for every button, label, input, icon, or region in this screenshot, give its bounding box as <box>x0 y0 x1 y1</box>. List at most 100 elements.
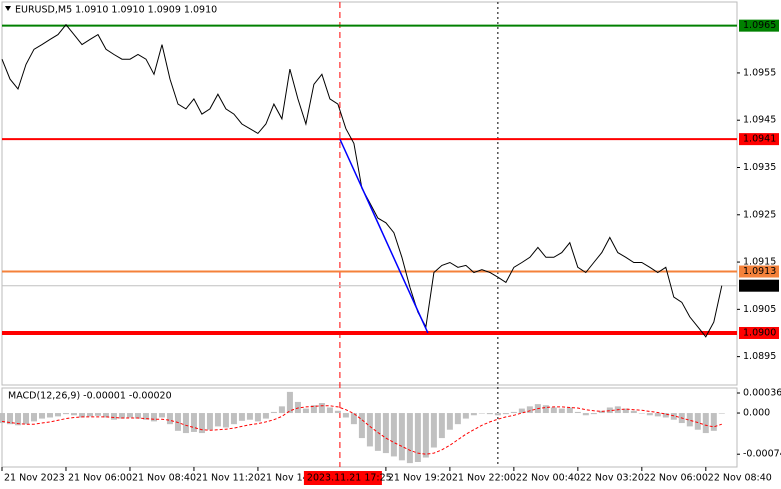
level-label-box <box>739 326 779 339</box>
macd-bar <box>510 411 517 414</box>
macd-bar <box>366 413 373 447</box>
level-label-box <box>739 265 779 278</box>
macd-bar <box>102 413 109 418</box>
level-label-box <box>739 19 779 32</box>
macd-bar <box>310 405 317 414</box>
macd-bar <box>270 411 277 414</box>
level-label-box <box>739 279 779 292</box>
x-tick-label: 21 Nov 06:00 <box>68 473 132 484</box>
macd-bar <box>126 413 133 418</box>
trend-line <box>339 138 429 334</box>
macd-bar <box>206 413 213 430</box>
macd-bar <box>446 413 453 430</box>
macd-bar <box>14 413 21 426</box>
macd-bar <box>118 413 125 419</box>
x-tick-label: 22 Nov 03:20 <box>580 473 644 484</box>
macd-bar <box>230 413 237 425</box>
macd-bar <box>630 410 637 414</box>
y-tick-label: 0.000 <box>743 408 770 419</box>
macd-bar <box>62 413 69 415</box>
macd-bar <box>718 413 725 414</box>
macd-bar <box>238 413 245 421</box>
level-label: 1.0900 <box>743 327 776 338</box>
macd-bar <box>598 410 605 414</box>
macd-bar <box>374 413 381 451</box>
chart-title: EURUSD,M5 1.0910 1.0910 1.0909 1.0910 <box>15 5 217 16</box>
macd-bar <box>622 408 629 414</box>
macd-title: MACD(12,26,9) -0.00001 -0.00020 <box>8 391 172 402</box>
menu-triangle[interactable] <box>5 6 11 11</box>
y-tick-label: 0.00036 <box>743 388 781 399</box>
level-label: 1.0941 <box>743 134 776 145</box>
y-tick-label: 1.0935 <box>743 162 776 173</box>
y-tick-label: 1.0895 <box>743 351 776 362</box>
price-line <box>1 23 723 338</box>
macd-bar <box>302 408 309 414</box>
y-tick-label: 1.0905 <box>743 304 776 315</box>
macd-bar <box>646 413 653 416</box>
macd-bar <box>462 413 469 419</box>
macd-frame <box>1 387 738 468</box>
x-tick-label: 21 Nov 19:20 <box>388 473 452 484</box>
macd-bar <box>254 413 261 422</box>
macd-bar <box>326 407 333 414</box>
macd-bar <box>438 413 445 439</box>
macd-bar <box>278 406 285 414</box>
macd-bar <box>542 405 549 414</box>
macd-bar <box>294 401 301 414</box>
y-tick-label: 1.0945 <box>743 115 776 126</box>
x-tick-label: 22 Nov 00:40 <box>516 473 580 484</box>
macd-bar <box>494 413 501 416</box>
signal-line <box>1 405 722 455</box>
macd-bar <box>222 413 229 428</box>
x-tick-label: 21 Nov 22:00 <box>452 473 516 484</box>
y-tick-label: 1.0955 <box>743 67 776 78</box>
macd-bar <box>606 407 613 414</box>
macd-bar <box>182 413 189 434</box>
x-tick-label: 21 Nov 2023 <box>4 473 65 484</box>
macd-bar <box>286 391 293 414</box>
macd-bar <box>574 411 581 414</box>
macd-bar <box>486 413 493 415</box>
macd-bar <box>638 413 645 414</box>
macd-bar <box>686 413 693 427</box>
macd-bar <box>550 407 557 414</box>
macd-bar <box>318 403 325 414</box>
macd-bar <box>654 413 661 417</box>
macd-bar <box>174 413 181 431</box>
macd-bar <box>198 413 205 434</box>
macd-bar <box>334 410 341 414</box>
macd-bar <box>390 413 397 457</box>
macd-bar <box>422 413 429 458</box>
macd-bar <box>502 413 509 415</box>
macd-bar <box>6 413 13 425</box>
macd-bar <box>478 413 485 414</box>
level-label: 1.0913 <box>743 266 776 277</box>
macd-bar <box>398 413 405 461</box>
macd-bar <box>582 413 589 416</box>
macd-bar <box>190 413 197 432</box>
macd-bar <box>214 413 221 427</box>
macd-bar <box>566 407 573 414</box>
macd-bar <box>0 413 5 424</box>
time-marker-label: 2023.11.21 17:25 <box>307 473 392 484</box>
x-tick-label: 22 Nov 06:00 <box>644 473 708 484</box>
macd-bar <box>134 413 141 419</box>
macd-bar <box>54 413 61 417</box>
macd-bar <box>670 413 677 420</box>
macd-bar <box>526 406 533 414</box>
macd-bar <box>86 413 93 417</box>
y-tick-label: -0.00074 <box>743 449 781 460</box>
macd-bar <box>142 413 149 420</box>
macd-bar <box>342 413 349 418</box>
macd-bar <box>22 413 29 425</box>
macd-bar <box>350 413 357 425</box>
main-frame <box>1 1 738 386</box>
macd-bar <box>158 413 165 418</box>
y-tick-label: 1.0925 <box>743 209 776 220</box>
macd-bar <box>694 413 701 430</box>
macd-bar <box>590 413 597 415</box>
macd-bar <box>414 413 421 462</box>
x-tick-label: 21 Nov 08:40 <box>132 473 196 484</box>
